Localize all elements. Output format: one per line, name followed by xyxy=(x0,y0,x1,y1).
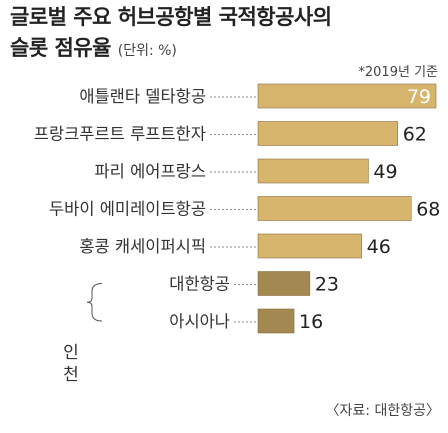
value-label: 23 xyxy=(315,274,339,296)
value-label: 49 xyxy=(373,161,397,183)
source-note: 〈자료: 대한항공〉 xyxy=(325,403,440,419)
bar xyxy=(257,83,437,109)
category-label: 아시아나 xyxy=(169,312,230,331)
chart-title-line-2-text: 슬롯 점유율 xyxy=(10,36,111,60)
group-label-char-1: 인 xyxy=(63,343,79,363)
chart-title-line-1: 글로벌 주요 허브공항별 국적항공사의 xyxy=(10,5,332,29)
category-label: 홍콩 캐세이퍼시픽 xyxy=(79,237,206,256)
category-label: 두바이 에미레이트항공 xyxy=(49,200,206,219)
value-label: 16 xyxy=(299,311,323,333)
category-label: 파리 에어프랑스 xyxy=(94,162,206,181)
group-brace xyxy=(86,283,103,322)
unit-note: (단위: %) xyxy=(117,43,177,59)
value-label: 62 xyxy=(403,124,427,146)
group-label-char-2: 천 xyxy=(63,365,79,385)
bar xyxy=(257,196,412,221)
value-label: 46 xyxy=(367,236,391,258)
category-label: 프랑크푸르트 루프트한자 xyxy=(34,125,206,144)
bar xyxy=(257,308,295,334)
category-label: 대한항공 xyxy=(169,275,230,294)
category-label: 애틀랜타 델타항공 xyxy=(79,87,206,106)
title-block: 글로벌 주요 허브공항별 국적항공사의 슬롯 점유율 (단위: %) xyxy=(10,2,332,67)
bar xyxy=(257,233,362,259)
chart-title-line-2: 슬롯 점유율 (단위: %) xyxy=(10,33,332,67)
reference-year-note: *2019년 기준 xyxy=(358,65,438,80)
group-label-incheon: 인 천 xyxy=(60,339,82,389)
bar xyxy=(257,271,311,296)
value-label: 79 xyxy=(407,86,431,108)
value-label: 68 xyxy=(416,199,440,221)
bar xyxy=(257,158,369,184)
bar xyxy=(257,121,398,146)
